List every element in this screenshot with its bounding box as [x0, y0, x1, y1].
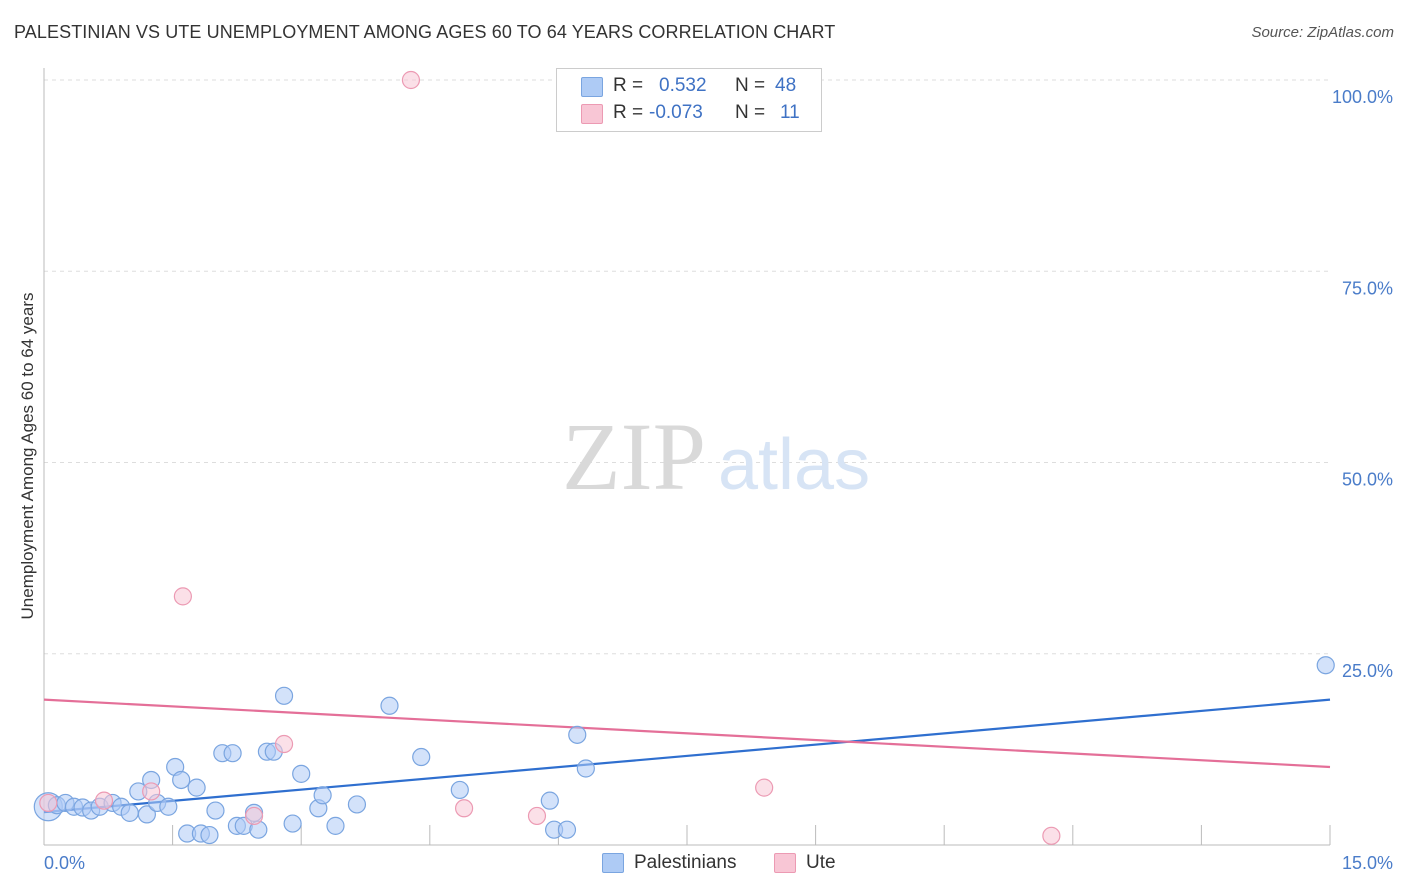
- ute-point: [1042, 826, 1061, 845]
- palestinian-point: [137, 805, 156, 824]
- palestinian-point: [326, 816, 345, 835]
- ute-point: [454, 799, 474, 818]
- palestinian-point: [159, 797, 178, 816]
- x-tick-label-min: 0.0%: [44, 853, 85, 873]
- y-tick-label: 75.0%: [1342, 278, 1393, 298]
- palestinian-point: [313, 786, 332, 805]
- correlation-legend: R = 0.532 N = 48 R = -0.073 N = 11: [556, 68, 822, 132]
- palestinian-point: [568, 725, 587, 744]
- bottom-legend-swatch-ute: [774, 853, 796, 873]
- chart-source: Source: ZipAtlas.com: [1251, 24, 1394, 41]
- legend-r-value: 0.532: [659, 75, 707, 96]
- legend-n-label: N =: [735, 75, 766, 96]
- palestinian-point: [557, 820, 577, 839]
- palestinian-point: [223, 744, 242, 763]
- palestinian-point: [200, 825, 219, 845]
- legend-r-label: R =: [613, 75, 644, 96]
- ute-point: [401, 70, 421, 90]
- palestinian-point: [576, 759, 595, 778]
- palestinian-point: [206, 801, 225, 820]
- palestinian-point: [187, 778, 206, 797]
- ute-point: [755, 778, 774, 797]
- legend-n-value: 48: [775, 75, 797, 96]
- palestinian-point: [540, 791, 559, 810]
- legend-swatch-ute: [581, 104, 603, 124]
- watermark-atlas: atlas: [718, 425, 870, 505]
- palestinian-point: [120, 803, 139, 822]
- y-tick-label: 100.0%: [1332, 87, 1393, 107]
- ute-point: [94, 791, 114, 810]
- ute-point: [274, 734, 294, 754]
- legend-r-value: -0.073: [649, 102, 703, 123]
- legend-r-label: R =: [613, 102, 644, 123]
- palestinian-point: [172, 770, 191, 790]
- ute-point: [527, 806, 547, 826]
- palestinian-trend-line: [43, 698, 1331, 814]
- trend-lines: [43, 698, 1331, 814]
- y-tick-label: 50.0%: [1342, 470, 1393, 490]
- ute-point: [142, 782, 161, 801]
- ute-trend-line: [43, 698, 1331, 769]
- palestinian-point: [412, 747, 431, 767]
- palestinian-point: [283, 814, 302, 833]
- palestinian-point: [380, 696, 399, 715]
- bottom-legend-label-palestinians: Palestinians: [634, 852, 737, 873]
- bottom-legend-label-ute: Ute: [806, 852, 836, 873]
- legend-n-value: 11: [780, 102, 800, 123]
- legend-swatch-palestinians: [581, 77, 603, 97]
- palestinian-point: [1316, 656, 1335, 675]
- ute-point: [39, 793, 58, 813]
- palestinian-point: [292, 764, 311, 783]
- watermark: ZIP atlas: [562, 403, 870, 510]
- palestinian-point: [450, 780, 469, 800]
- ute-point: [244, 806, 264, 826]
- data-points: [33, 70, 1335, 845]
- ute-point: [173, 587, 192, 606]
- watermark-zip: ZIP: [562, 403, 706, 510]
- bottom-legend-swatch-palestinians: [602, 853, 624, 873]
- tick-labels: 25.0% 50.0% 75.0% 100.0% 0.0% 15.0%: [44, 87, 1393, 873]
- legend-n-label: N =: [735, 102, 766, 123]
- x-tick-label-max: 15.0%: [1342, 853, 1393, 873]
- palestinian-point: [274, 686, 294, 705]
- gridlines: [44, 79, 1330, 655]
- y-tick-label: 25.0%: [1342, 661, 1393, 681]
- palestinian-point: [347, 795, 367, 814]
- chart-title: PALESTINIAN VS UTE UNEMPLOYMENT AMONG AG…: [14, 22, 836, 42]
